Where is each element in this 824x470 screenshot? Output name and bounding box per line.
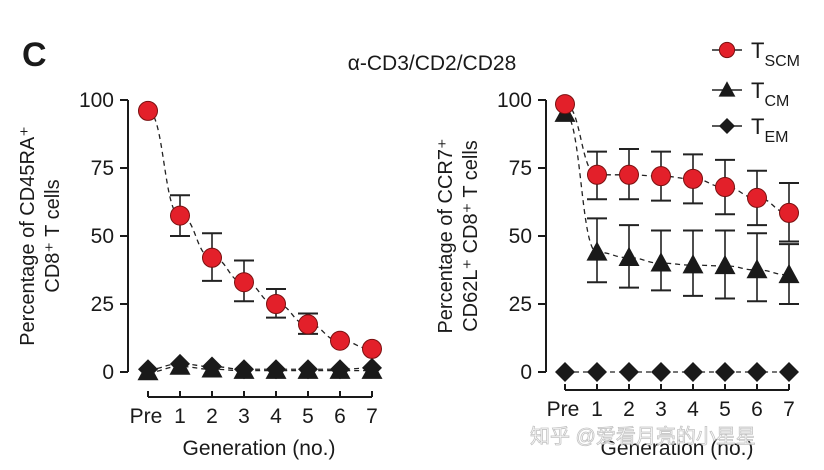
left-y-tick-label: 50 — [91, 225, 114, 248]
legend-marker-diamond-icon — [719, 118, 735, 134]
left-y-axis-label: Percentage of CD45RA⁺ CD8⁺ T cells — [17, 126, 64, 346]
right-tcm-point — [778, 263, 800, 284]
left-tscm-point — [170, 205, 190, 226]
left-series-tcm — [137, 355, 383, 381]
left-x-tick-label: 5 — [302, 405, 314, 428]
right-tcm-point — [618, 246, 640, 267]
left-tcm-point — [329, 359, 351, 379]
left-x-tick-label: Pre — [130, 405, 163, 428]
right-tscm-point — [683, 168, 703, 189]
left-tscm-point — [202, 247, 222, 268]
right-y-label-line1: Percentage of CCR7⁺ — [435, 138, 457, 333]
right-tscm-point — [587, 164, 607, 185]
left-tscm-fit-line — [147, 110, 373, 350]
right-tscm-point — [555, 94, 575, 115]
figure-title: α-CD3/CD2/CD28 — [348, 52, 517, 75]
left-tscm-point — [330, 330, 350, 351]
right-tem-point — [715, 362, 735, 382]
right-y-tick-label: 0 — [520, 361, 532, 384]
left-tcm-point — [201, 358, 223, 378]
left-y-tick-label: 75 — [91, 157, 114, 180]
right-tcm-point — [682, 254, 704, 274]
left-series-tscm — [138, 100, 382, 359]
legend: TSCM TCM TEM — [712, 38, 800, 146]
left-x-tick-label: 1 — [174, 405, 186, 428]
legend-item-em: TEM — [712, 114, 788, 146]
left-x-axis-label: Generation (no.) — [183, 437, 336, 460]
left-y-tick-label: 100 — [79, 89, 114, 112]
right-tem-point — [555, 362, 575, 382]
panel-label: C — [22, 36, 47, 74]
legend-label: TCM — [751, 78, 789, 110]
left-tcm-point — [297, 359, 319, 379]
right-tem-point — [651, 362, 671, 382]
right-tem-point — [683, 362, 703, 382]
right-tscm-point — [619, 164, 639, 185]
right-x-tick-label: 7 — [783, 398, 795, 421]
right-series-tem — [555, 362, 799, 382]
right-tscm-point — [651, 166, 671, 187]
right-tcm-point — [586, 241, 608, 261]
legend-label: TSCM — [751, 38, 800, 70]
right-tcm-point — [650, 252, 672, 272]
legend-item-scm: TSCM — [712, 38, 800, 70]
watermark: 知乎 @爱看月亮的小星星 — [530, 425, 756, 448]
right-plot: Percentage of CCR7⁺ CD62L⁺ CD8⁺ T cells … — [435, 89, 800, 460]
left-x-tick-label: 7 — [366, 405, 378, 428]
left-tcm-point — [169, 355, 191, 375]
right-y-axis-label: Percentage of CCR7⁺ CD62L⁺ CD8⁺ T cells — [435, 138, 482, 333]
right-tem-point — [587, 362, 607, 382]
right-x-tick-label: Pre — [547, 398, 580, 421]
right-y-tick-label: 25 — [509, 293, 532, 316]
right-x-tick-label: 3 — [655, 398, 667, 421]
right-tscm-point — [779, 202, 799, 223]
right-tcm-point — [746, 259, 768, 279]
right-tscm-point — [715, 177, 735, 198]
legend-marker-circle-icon — [718, 41, 736, 59]
right-tscm-point — [747, 187, 767, 208]
right-y-tick-label: 100 — [497, 89, 532, 112]
legend-label: TEM — [751, 114, 788, 146]
left-x-tick-label: 2 — [206, 405, 218, 428]
left-x-tick-label: 4 — [270, 405, 282, 428]
left-x-tick-label: 3 — [238, 405, 250, 428]
left-tscm-point — [138, 100, 158, 121]
left-tscm-point — [362, 338, 382, 359]
left-y-tick-label: 25 — [91, 293, 114, 316]
right-tem-point — [779, 362, 799, 382]
right-y-tick-label: 50 — [509, 225, 532, 248]
left-tscm-point — [266, 294, 286, 314]
left-y-label-line2: CD8⁺ T cells — [42, 179, 64, 292]
right-x-axis-label: Generation (no.) — [601, 437, 754, 460]
right-tem-point — [619, 362, 639, 382]
left-tcm-point — [265, 359, 287, 379]
left-tcm-point — [361, 359, 383, 379]
right-series-tscm — [555, 94, 799, 243]
left-tcm-point — [137, 361, 159, 381]
right-x-tick-label: 4 — [687, 398, 699, 421]
legend-marker-triangle-icon — [718, 81, 736, 97]
left-plot: Percentage of CD45RA⁺ CD8⁺ T cells Gener… — [17, 89, 383, 460]
left-y-tick-label: 0 — [102, 361, 114, 384]
left-tscm-point — [234, 272, 254, 293]
right-x-tick-label: 2 — [623, 398, 635, 421]
right-x-tick-label: 6 — [751, 398, 763, 421]
right-x-tick-label: 1 — [591, 398, 603, 421]
legend-item-cm: TCM — [712, 78, 789, 110]
left-x-tick-label: 6 — [334, 405, 346, 428]
right-tcm-point — [714, 254, 736, 275]
left-y-label-line1: Percentage of CD45RA⁺ — [17, 126, 39, 346]
left-tcm-point — [233, 359, 255, 379]
right-tem-point — [747, 362, 767, 382]
left-tscm-point — [298, 314, 318, 335]
right-x-tick-label: 5 — [719, 398, 731, 421]
right-y-tick-label: 75 — [509, 157, 532, 180]
right-y-label-line2: CD62L⁺ CD8⁺ T cells — [460, 140, 482, 332]
right-series-tcm — [554, 102, 800, 305]
